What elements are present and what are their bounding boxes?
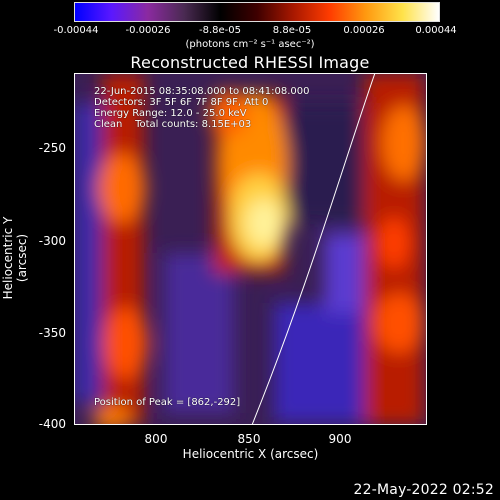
- image-region-lower-right-blue: [274, 303, 364, 423]
- x-tick-label: 800: [144, 432, 168, 446]
- image-hotspot-right-lower: [374, 293, 424, 353]
- annotation-clean-counts: Clean Total counts: 8.15E+03: [94, 119, 252, 130]
- image-source-middle-top: [209, 91, 249, 135]
- rhessi-image-svg: [74, 73, 427, 425]
- image-source-peak: [246, 199, 282, 247]
- image-hotspot-right-middle: [378, 217, 410, 269]
- colorbar-units: (photons cm⁻² s⁻¹ asec⁻²): [185, 39, 315, 50]
- colorbar-tick-label: 0.00026: [343, 25, 385, 36]
- image-hotspot-left-bottom: [92, 406, 132, 425]
- colorbar-tick-label: 0.00044: [415, 25, 457, 36]
- y-axis-label: Heliocentric Y (arcsec): [1, 216, 29, 300]
- annotation-time-range: 22-Jun-2015 08:35:08.000 to 08:41:08.000: [94, 86, 310, 97]
- annotation-detectors: Detectors: 3F 5F 6F 7F 8F 9F, Att 0: [94, 97, 269, 108]
- annotation-energy-range: Energy Range: 12.0 - 25.0 keV: [94, 108, 247, 119]
- image-region-lower-purple: [164, 253, 234, 413]
- image-hotspot-left-lower: [104, 307, 148, 379]
- x-axis-label: Heliocentric X (arcsec): [182, 447, 319, 461]
- solar-limb-line: [251, 73, 376, 425]
- peak-position-label: Position of Peak = [862,-292]: [94, 397, 241, 408]
- y-tick-label: -400: [38, 417, 66, 431]
- y-tick-label: -350: [38, 326, 66, 340]
- colorbar: [74, 2, 440, 22]
- image-annotation: 22-Jun-2015 08:35:08.000 to 08:41:08.000…: [94, 86, 310, 130]
- colorbar-tick-label: -8.8e-05: [199, 25, 241, 36]
- rhessi-image: [74, 73, 427, 425]
- image-hotspot-left-upper: [98, 153, 146, 223]
- y-tick-label: -250: [38, 141, 66, 155]
- x-tick-label: 900: [328, 432, 352, 446]
- colorbar-tick-label: -0.00044: [53, 25, 99, 36]
- y-tick-label: -300: [38, 234, 66, 248]
- image-hotspot-right-upper: [382, 105, 426, 181]
- generation-timestamp: 22-May-2022 02:52: [353, 482, 494, 498]
- x-tick-label: 850: [237, 432, 261, 446]
- plot-title: Reconstructed RHESSI Image: [130, 53, 370, 72]
- colorbar-tick-label: -0.00026: [125, 25, 171, 36]
- image-region-mid-blue: [324, 233, 364, 313]
- colorbar-tick-label: 8.8e-05: [272, 25, 312, 36]
